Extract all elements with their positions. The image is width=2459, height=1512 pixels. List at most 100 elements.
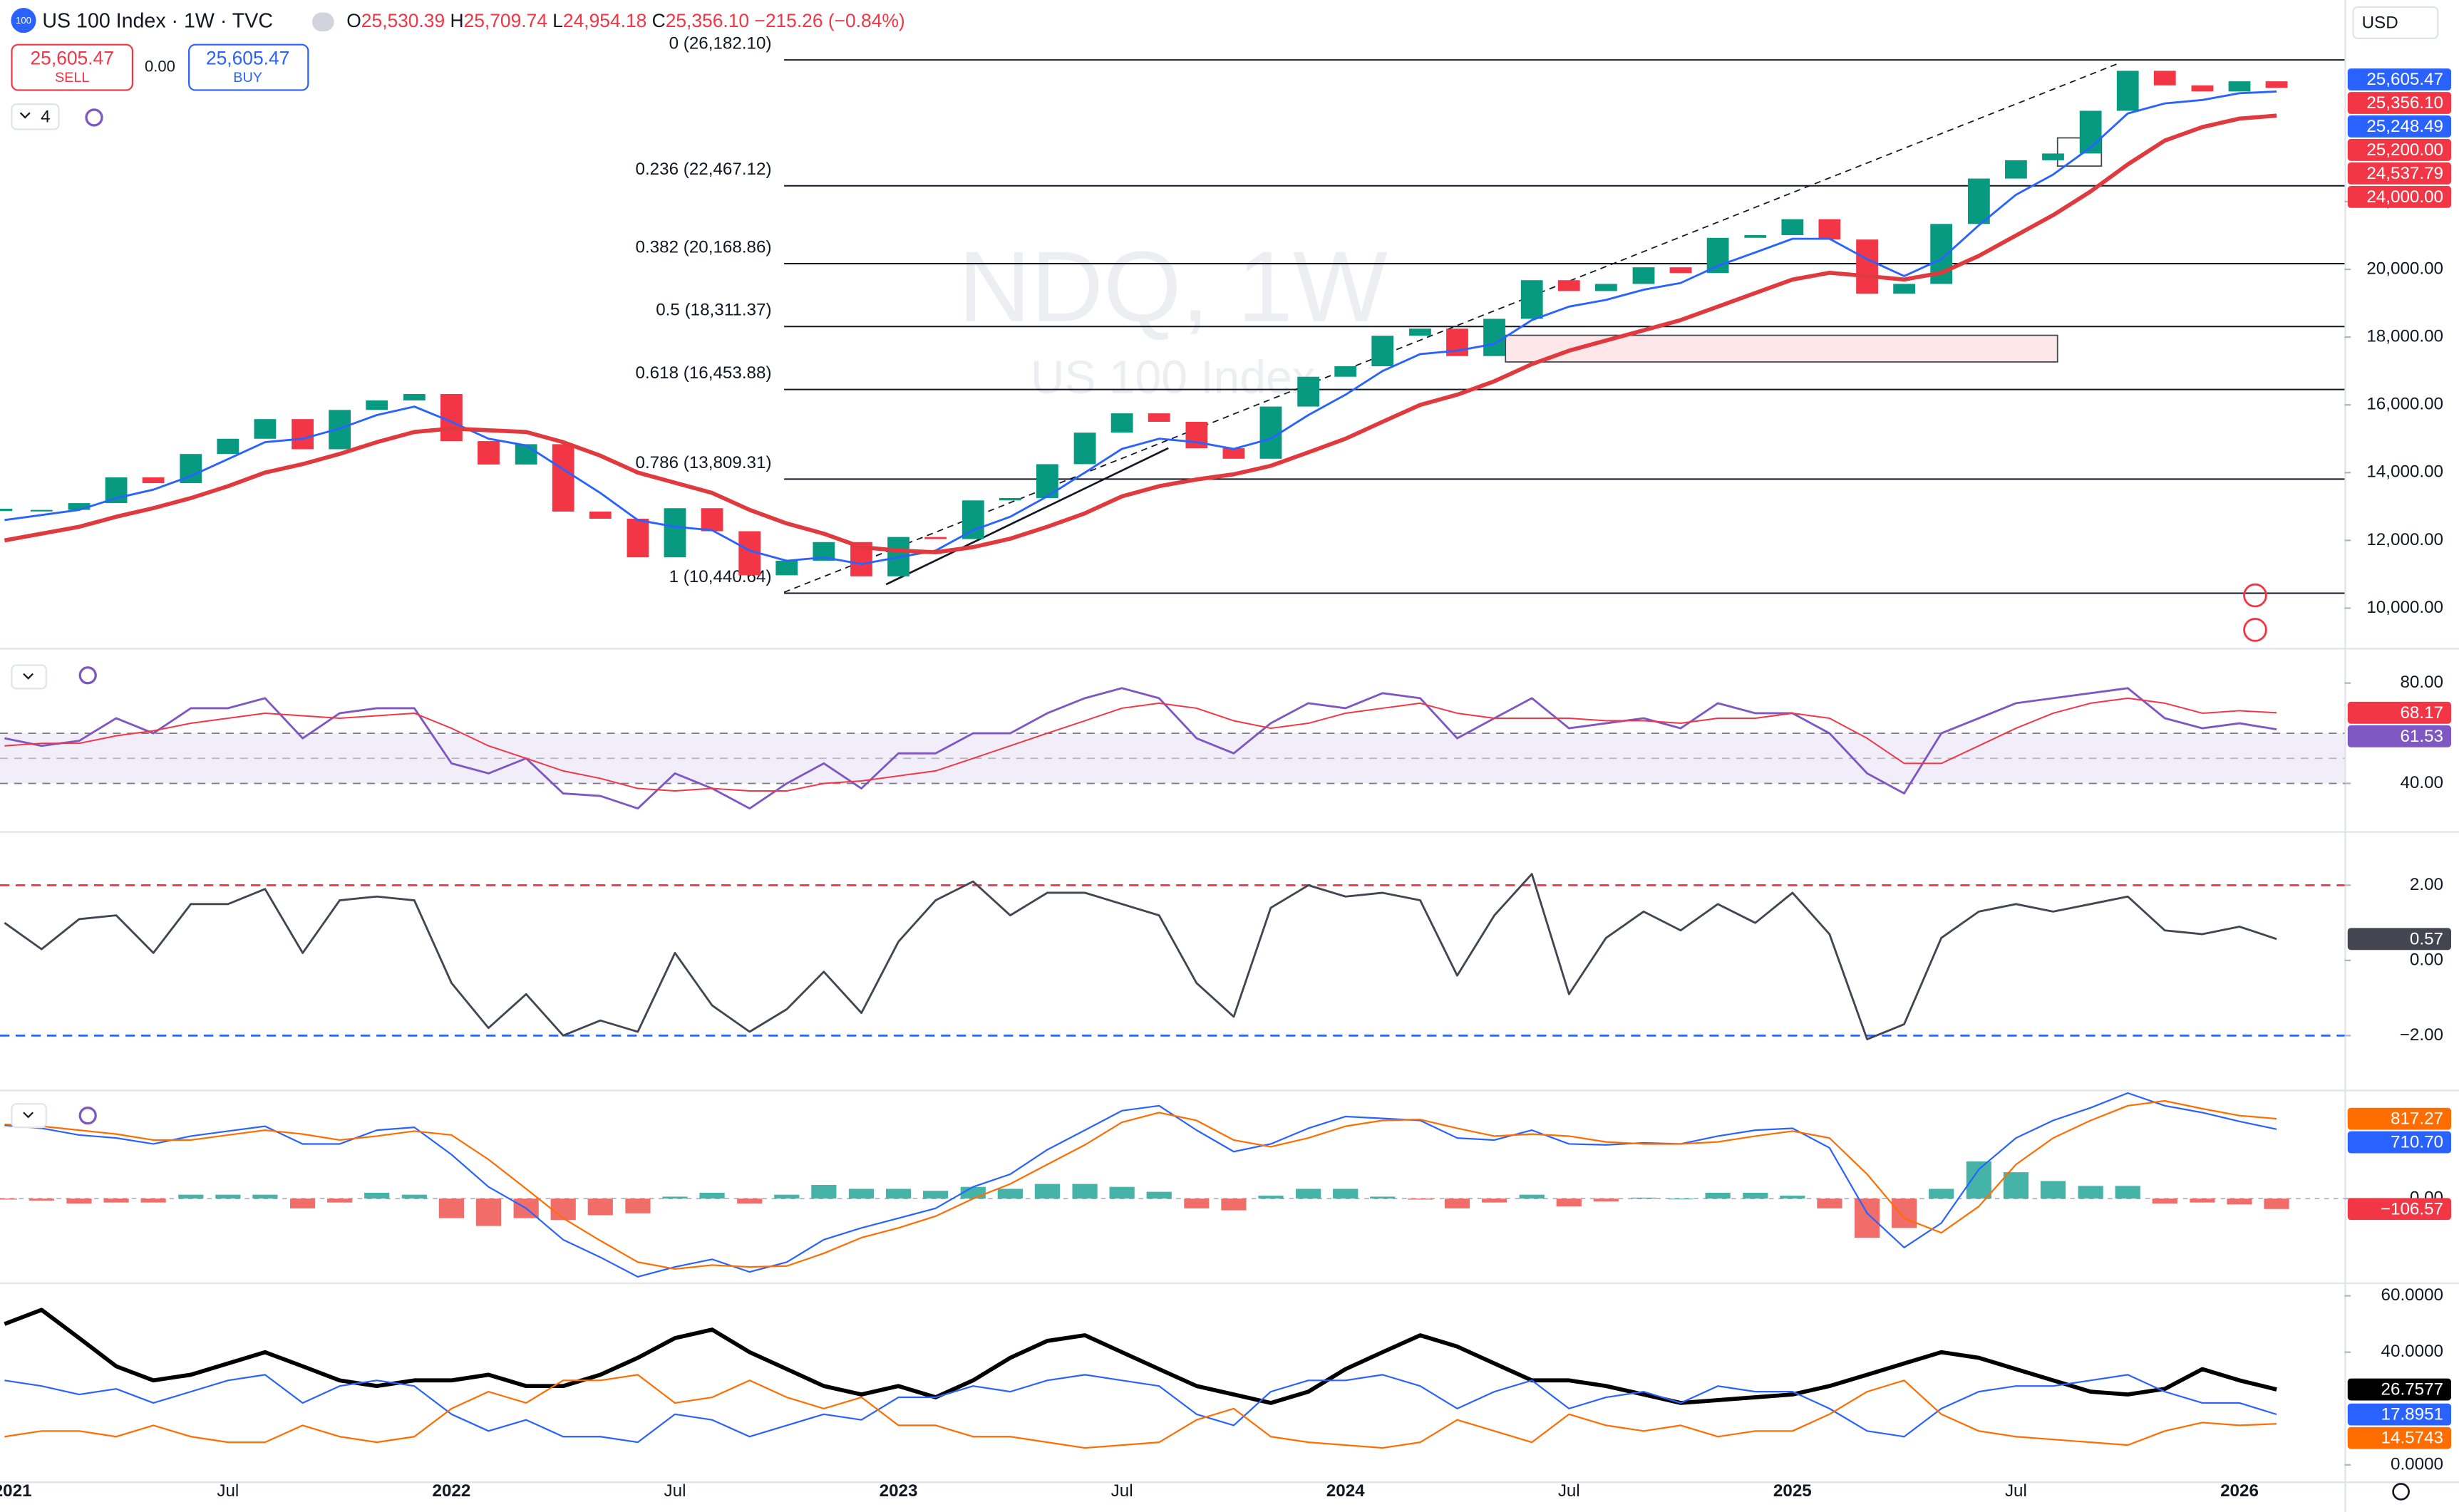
y-tick-label: 2.00 (2410, 875, 2443, 894)
candle (1781, 219, 1804, 235)
candle (1409, 328, 1431, 336)
candle (1073, 433, 1096, 465)
fib-label: 0.786 (13,809.31) (636, 453, 772, 472)
price-badge-label: 24,000.00 (2366, 187, 2443, 207)
y-tick-label: 10,000.00 (2366, 598, 2443, 617)
histogram-bar (1854, 1198, 1880, 1238)
sync-icon[interactable] (78, 666, 97, 685)
price-badge (2347, 1426, 2451, 1449)
candle (403, 393, 426, 401)
candle (2228, 81, 2251, 92)
candle (2265, 81, 2288, 88)
indicators-toggle[interactable] (11, 103, 60, 130)
histogram-bar (550, 1198, 576, 1221)
price-badge-label: 25,356.10 (2366, 93, 2443, 113)
watermark-symbol: NDQ, 1W (959, 231, 1388, 343)
chevron-icon (19, 112, 31, 119)
candle (2005, 160, 2027, 179)
price-badge (2347, 68, 2451, 90)
price-badge (2347, 725, 2451, 747)
histogram-bar (401, 1194, 427, 1199)
chevron-icon (23, 673, 33, 680)
histogram-bar (848, 1189, 875, 1199)
histogram-bar (625, 1198, 651, 1213)
candle (664, 508, 686, 558)
histogram-bar (1258, 1196, 1284, 1199)
ohlc-value: 25,356.10 (666, 10, 749, 31)
histogram-bar (215, 1194, 241, 1199)
histogram-bar (885, 1189, 912, 1199)
trend-line[interactable] (885, 447, 1169, 586)
histogram-bar (438, 1198, 465, 1218)
status-dot (311, 12, 334, 31)
x-tick-label: 2022 (433, 1481, 471, 1501)
settings-icon[interactable] (2392, 1483, 2410, 1501)
price-badge-label: −106.57 (2381, 1199, 2443, 1218)
x-tick-label: 2023 (880, 1481, 918, 1501)
sync-icon[interactable] (78, 1107, 97, 1125)
y-tick-label: 16,000.00 (2366, 395, 2443, 414)
price-badge (2347, 701, 2451, 724)
histogram-bar (1146, 1191, 1172, 1199)
x-tick-label: 2024 (1326, 1481, 1365, 1501)
symbol-title[interactable]: US 100 Index · 1W · TVC (42, 9, 273, 32)
price-badge (2347, 1378, 2451, 1401)
buy-price: 25,605.47 (206, 48, 289, 69)
fib-label: 0 (26,182.10) (669, 33, 772, 53)
sell-button[interactable] (11, 43, 134, 91)
ohlc-key: C (652, 10, 666, 31)
x-tick-label: Jul (2005, 1481, 2027, 1501)
candle (775, 560, 798, 576)
series-line (4, 1099, 2277, 1270)
fib-label: 0.5 (18,311.37) (656, 301, 771, 320)
series-line (4, 113, 2277, 554)
fib-label: 0.382 (20,168.86) (636, 237, 772, 257)
y-tick-label: 14,000.00 (2366, 462, 2443, 482)
candle (924, 537, 947, 539)
candle (627, 518, 649, 558)
event-icon[interactable] (2243, 618, 2267, 642)
candle (1669, 267, 1692, 274)
series-line (4, 90, 2277, 566)
histogram-bar (699, 1192, 725, 1199)
buy-label: BUY (233, 70, 262, 86)
price-badge-label: 14.5743 (2381, 1429, 2443, 1448)
histogram-bar (2264, 1198, 2289, 1209)
histogram-bar (103, 1198, 129, 1203)
candle (2153, 71, 2176, 86)
candle (1818, 219, 1841, 240)
watermark: NDQ, 1W US 100 Index (959, 231, 1388, 403)
candle (1297, 376, 1320, 407)
candle (1520, 280, 1543, 319)
histogram-bar (475, 1198, 502, 1226)
price-badge-label: 61.53 (2400, 727, 2443, 746)
ohlc-value: 25,530.39 (361, 10, 445, 31)
y-tick-label: 40.00 (2400, 773, 2443, 792)
histogram-bar (0, 1198, 17, 1200)
ohlc-key: O (346, 10, 361, 31)
histogram-bar (662, 1196, 688, 1199)
event-icon[interactable] (2243, 583, 2267, 608)
histogram-bar (2227, 1198, 2252, 1205)
drawings (783, 62, 2121, 594)
price-badge-label: 0.57 (2410, 929, 2443, 948)
candle (2191, 85, 2214, 92)
histogram-bar (811, 1184, 837, 1199)
histogram-bar (1593, 1198, 1619, 1202)
histogram-bar (1929, 1189, 1954, 1199)
buy-button[interactable] (188, 43, 309, 91)
x-tick-label: Jul (1558, 1481, 1580, 1501)
histogram-bar (66, 1198, 92, 1204)
sync-icon[interactable] (85, 108, 103, 127)
ohlc-key: H (450, 10, 463, 31)
histogram-bar (1668, 1198, 1694, 1200)
y-tick-label: 0.0000 (2391, 1454, 2443, 1474)
candle (30, 509, 53, 512)
histogram-bar (1519, 1194, 1545, 1199)
histogram-bar (1109, 1186, 1135, 1199)
histogram-bar (1817, 1198, 1842, 1208)
trend-line[interactable] (783, 62, 2121, 594)
candle (999, 497, 1021, 501)
currency-button[interactable] (2352, 6, 2439, 39)
